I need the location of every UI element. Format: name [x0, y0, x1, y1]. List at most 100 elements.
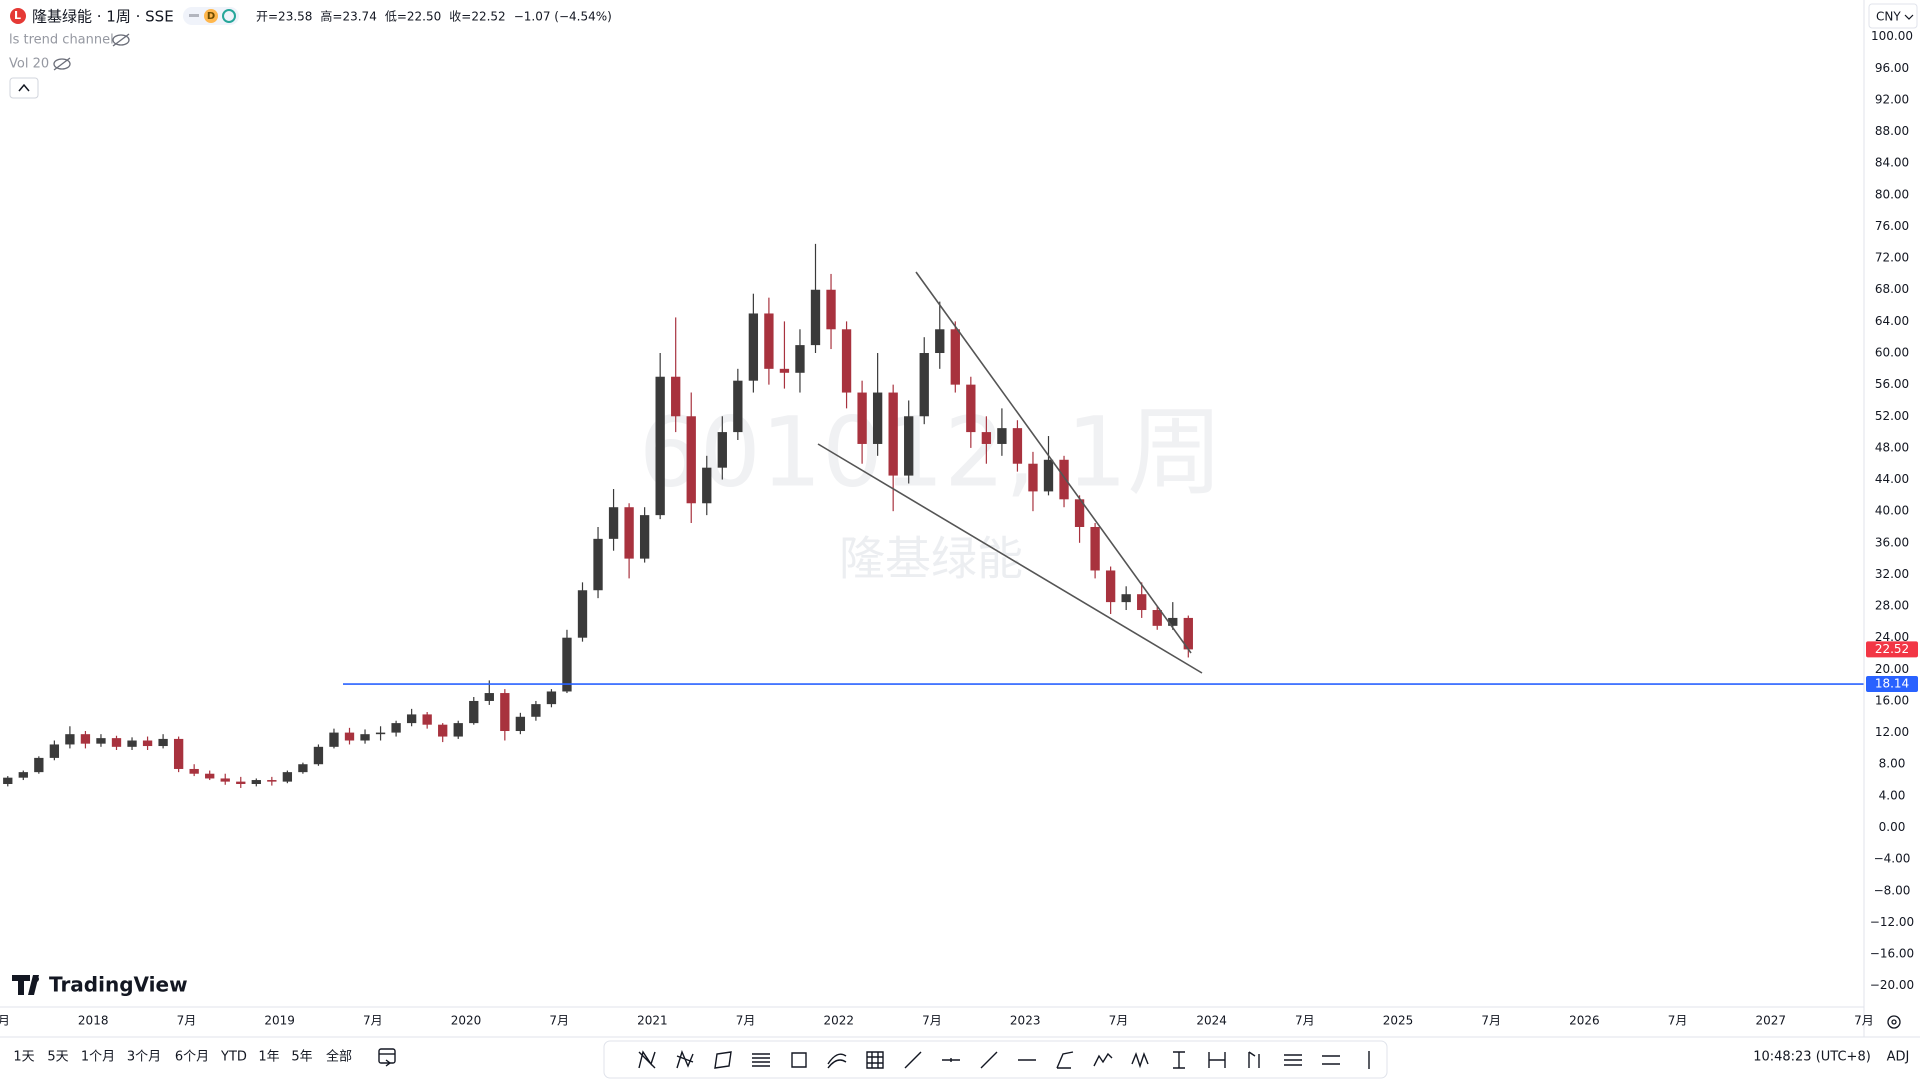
candle-body — [49, 744, 60, 758]
candle-body — [1028, 463, 1038, 492]
clock: 10:48:23 (UTC+8) — [1753, 1050, 1871, 1065]
drawing-tool[interactable] — [791, 1052, 807, 1068]
period-button[interactable]: 6个月 — [175, 1050, 209, 1065]
y-tick-label: 48.00 — [1875, 440, 1909, 454]
candle-body — [298, 764, 308, 773]
x-tick-label: 7月 — [922, 1014, 942, 1028]
candle-body — [981, 432, 992, 444]
period-button[interactable]: 5年 — [291, 1050, 312, 1065]
y-tick-label: 8.00 — [1879, 757, 1906, 771]
candle-body — [997, 428, 1007, 444]
price-line-label: 18.14 — [1875, 677, 1909, 691]
symbol-title[interactable]: 隆基绿能 · 1周 · SSE — [32, 8, 174, 26]
candle-body — [142, 740, 153, 747]
indicator-name[interactable]: ls trend channel — [9, 33, 114, 48]
candle-body — [919, 353, 929, 417]
x-tick-label: 2022 — [824, 1014, 855, 1028]
y-tick-label: 96.00 — [1875, 61, 1909, 75]
period-button[interactable]: YTD — [220, 1050, 247, 1065]
candle-body — [251, 780, 261, 784]
indicator-name[interactable]: Vol 20 — [9, 57, 49, 72]
period-button[interactable]: 1年 — [258, 1050, 279, 1065]
period-button[interactable]: 5天 — [47, 1050, 68, 1065]
x-tick-label: 2024 — [1196, 1014, 1227, 1028]
candle-body — [531, 704, 541, 717]
drawing-tool[interactable] — [638, 1050, 656, 1069]
plot-area — [3, 243, 1864, 788]
candle-body — [189, 768, 199, 774]
y-tick-label: −4.00 — [1874, 852, 1911, 866]
period-button[interactable]: 1个月 — [81, 1050, 115, 1065]
drawing-tool[interactable] — [752, 1053, 770, 1067]
candle-body — [733, 380, 743, 433]
period-button[interactable]: 1天 — [13, 1050, 34, 1065]
period-button[interactable]: 3个月 — [127, 1050, 161, 1065]
candle-body — [1059, 459, 1069, 500]
candle-body — [562, 637, 572, 692]
drawing-tool[interactable] — [904, 1051, 922, 1069]
candle-body — [1183, 617, 1193, 650]
candle-body — [624, 507, 634, 559]
drawing-tool[interactable] — [676, 1049, 694, 1069]
candle-body — [841, 329, 852, 393]
x-tick-label: 7月 — [363, 1014, 383, 1028]
drawing-tool[interactable] — [1093, 1052, 1113, 1067]
y-tick-label: 32.00 — [1875, 567, 1909, 581]
candle-body — [34, 757, 44, 773]
x-tick-label: 7月 — [177, 1014, 197, 1028]
candle-body — [671, 376, 681, 417]
drawing-tool[interactable] — [1248, 1051, 1260, 1068]
y-tick-label: 16.00 — [1875, 693, 1909, 707]
y-tick-label: 0.00 — [1879, 820, 1906, 834]
drawing-tool[interactable] — [1131, 1051, 1149, 1069]
candle-body — [1012, 428, 1023, 464]
time-axis: 7月 2018 7月 2019 7月 2020 7月 2021 7月 2022 7月 2023 7月 20… — [0, 1014, 1874, 1028]
y-tick-label: 36.00 — [1875, 535, 1909, 549]
currency-button[interactable] — [1868, 3, 1918, 29]
adjust-button[interactable]: ADJ — [1887, 1050, 1910, 1065]
trend-line[interactable] — [817, 443, 1203, 674]
symbol-logo-mark: L — [14, 9, 21, 22]
settings-icon[interactable] — [1887, 1015, 1901, 1029]
drawing-tool[interactable] — [1284, 1054, 1302, 1066]
drawing-tools — [638, 1049, 1370, 1069]
candle-body — [888, 392, 898, 476]
drawing-tool[interactable] — [1056, 1051, 1074, 1069]
drawing-tool[interactable] — [980, 1051, 998, 1069]
candle-body — [484, 693, 494, 701]
candle-body — [826, 289, 836, 330]
x-tick-label: 7月 — [736, 1014, 756, 1028]
drawing-tool[interactable] — [714, 1051, 732, 1069]
candle-body — [1152, 610, 1162, 626]
candle-body — [795, 345, 805, 373]
candle-body — [329, 732, 339, 747]
candle-body — [236, 781, 246, 784]
ohlc-item: −1.07 (−4.54%) — [514, 10, 612, 24]
period-button[interactable]: 全部 — [326, 1049, 352, 1065]
candle-body — [65, 734, 75, 745]
drawing-tool[interactable] — [1173, 1051, 1185, 1069]
y-tick-label: −16.00 — [1870, 947, 1914, 961]
trend-line[interactable] — [915, 271, 1192, 654]
x-tick-label: 2020 — [451, 1014, 482, 1028]
y-tick-label: 68.00 — [1875, 282, 1909, 296]
candle-body — [469, 700, 479, 724]
x-tick-label: 2026 — [1569, 1014, 1600, 1028]
candle-body — [608, 507, 619, 539]
candle-body — [1043, 459, 1054, 492]
drawing-tool[interactable] — [942, 1058, 960, 1062]
drawing-tool[interactable] — [1322, 1055, 1340, 1065]
y-tick-label: 4.00 — [1879, 788, 1906, 802]
y-tick-label: 80.00 — [1875, 187, 1909, 201]
drawing-tool[interactable] — [866, 1051, 884, 1069]
drawing-tool[interactable] — [1208, 1052, 1226, 1068]
candle-body — [1090, 526, 1100, 571]
status-dash — [189, 14, 199, 17]
drawing-tool[interactable] — [827, 1053, 847, 1069]
date-range-icon[interactable] — [378, 1048, 396, 1067]
collapse-button[interactable] — [9, 77, 39, 99]
candle-body — [546, 691, 557, 705]
visibility-icon[interactable] — [53, 33, 130, 71]
candle-body — [717, 432, 727, 468]
